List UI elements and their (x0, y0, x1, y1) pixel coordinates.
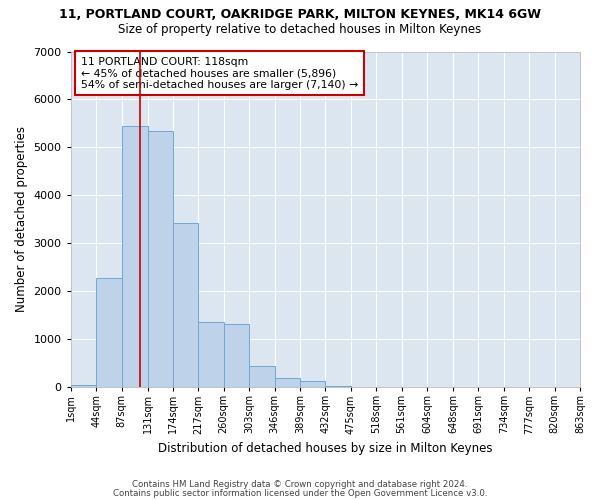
Y-axis label: Number of detached properties: Number of detached properties (15, 126, 28, 312)
Bar (325, 386, 351, 387)
X-axis label: Distribution of detached houses by size in Milton Keynes: Distribution of detached houses by size … (158, 442, 493, 455)
Text: 11 PORTLAND COURT: 118sqm
← 45% of detached houses are smaller (5,896)
54% of se: 11 PORTLAND COURT: 118sqm ← 45% of detac… (81, 56, 358, 90)
Bar (199, 322, 224, 387)
Bar (173, 223, 199, 387)
Bar (249, 366, 275, 387)
Bar (300, 382, 325, 387)
Bar (275, 378, 300, 387)
Bar (71, 385, 96, 387)
Text: Contains HM Land Registry data © Crown copyright and database right 2024.: Contains HM Land Registry data © Crown c… (132, 480, 468, 489)
Bar (96, 278, 122, 387)
Text: Size of property relative to detached houses in Milton Keynes: Size of property relative to detached ho… (118, 22, 482, 36)
Text: Contains public sector information licensed under the Open Government Licence v3: Contains public sector information licen… (113, 489, 487, 498)
Bar (122, 126, 148, 387)
Bar (224, 324, 249, 387)
Text: 11, PORTLAND COURT, OAKRIDGE PARK, MILTON KEYNES, MK14 6GW: 11, PORTLAND COURT, OAKRIDGE PARK, MILTO… (59, 8, 541, 20)
Bar (148, 130, 173, 387)
